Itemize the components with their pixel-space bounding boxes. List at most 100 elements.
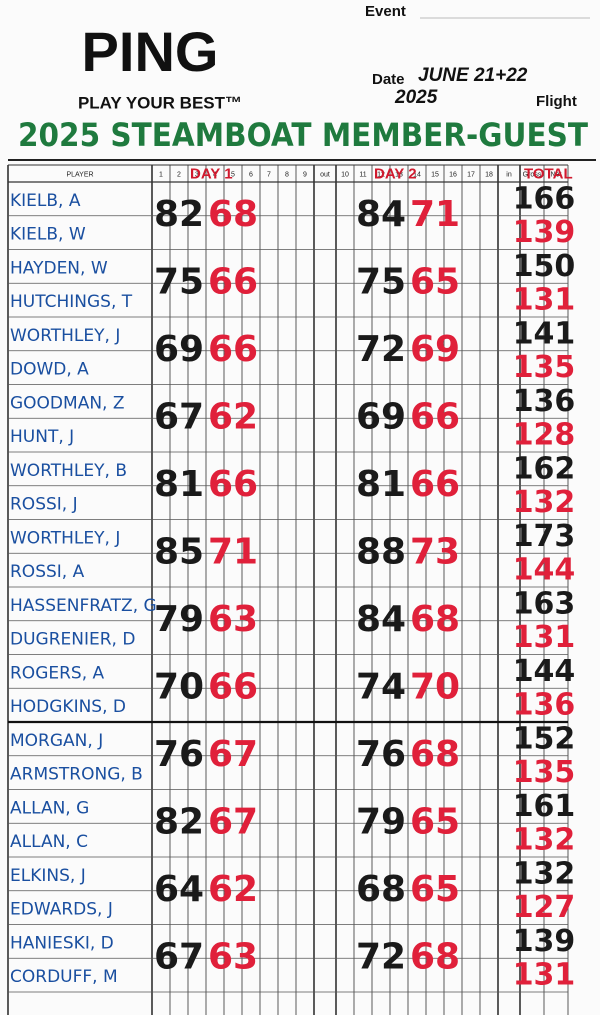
column-header: 2: [177, 171, 181, 178]
total-net: 131: [513, 620, 576, 655]
day1-gross: 64: [154, 869, 204, 910]
day2-gross: 84: [356, 194, 406, 235]
column-header: 4: [213, 171, 217, 178]
column-header: 5: [231, 171, 235, 178]
day1-net: 66: [208, 464, 258, 505]
day1-net: 63: [208, 599, 258, 640]
logo: PING: [82, 20, 219, 83]
day-label: DAY 2: [374, 165, 417, 182]
total-gross: 161: [513, 789, 576, 824]
date-line: JUNE 21+22: [418, 65, 528, 86]
day1-gross: 79: [154, 599, 204, 640]
day1-net: 66: [208, 666, 258, 707]
total-gross: 152: [513, 721, 576, 756]
column-header: 8: [285, 171, 289, 178]
day-label: TOTAL: [524, 165, 573, 182]
day2-gross: 75: [356, 261, 406, 302]
player-name: HASSENFRATZ, G: [10, 596, 157, 616]
total-gross: 166: [513, 181, 576, 216]
total-net: 131: [513, 958, 576, 993]
column-header: 3: [195, 171, 199, 178]
day2-net: 68: [410, 936, 460, 977]
day2-net: 65: [410, 801, 460, 842]
column-header: 18: [485, 171, 493, 178]
column-header: 17: [467, 171, 475, 178]
player-name: WORTHLEY, J: [10, 528, 120, 548]
player-name: DOWD, A: [10, 360, 89, 380]
day2-gross: 69: [356, 396, 406, 437]
player-name: ALLAN, G: [10, 798, 89, 818]
column-header: 6: [249, 171, 253, 178]
day2-net: 65: [410, 261, 460, 302]
player-name: KIELB, W: [10, 225, 86, 245]
day1-gross: 70: [154, 666, 204, 707]
column-header: 7: [267, 171, 271, 178]
player-name: MORGAN, J: [10, 731, 103, 751]
day1-gross: 82: [154, 801, 204, 842]
player-name: ROSSI, J: [10, 495, 78, 515]
day2-gross: 81: [356, 464, 406, 505]
player-name: KIELB, A: [10, 191, 81, 211]
date-line: 2025: [394, 87, 438, 108]
column-header: 15: [431, 171, 439, 178]
day1-net: 62: [208, 869, 258, 910]
day2-net: 65: [410, 869, 460, 910]
day2-gross: 76: [356, 734, 406, 775]
day2-gross: 79: [356, 801, 406, 842]
player-name: ROSSI, A: [10, 562, 85, 582]
column-header: 9: [303, 171, 307, 178]
day1-net: 66: [208, 261, 258, 302]
total-gross: 173: [513, 519, 576, 554]
player-name: HUTCHINGS, T: [10, 292, 133, 312]
total-net: 135: [513, 350, 576, 385]
day1-net: 63: [208, 936, 258, 977]
player-name: HAYDEN, W: [10, 258, 108, 278]
day2-net: 68: [410, 734, 460, 775]
player-name: ROGERS, A: [10, 663, 105, 683]
column-header: Net: [551, 171, 562, 178]
day1-net: 66: [208, 329, 258, 370]
total-gross: 136: [513, 384, 576, 419]
player-name: HODGKINS, D: [10, 697, 126, 717]
column-header: 11: [359, 171, 366, 178]
player-name: HANIESKI, D: [10, 933, 114, 953]
day1-gross: 76: [154, 734, 204, 775]
player-name: WORTHLEY, J: [10, 326, 120, 346]
day1-net: 67: [208, 801, 258, 842]
player-name: ALLAN, C: [10, 832, 88, 852]
tagline: PLAY YOUR BEST™: [78, 93, 242, 112]
title: 2025 STEAMBOAT MEMBER-GUEST: [18, 116, 588, 154]
total-gross: 141: [513, 316, 576, 351]
day1-gross: 81: [154, 464, 204, 505]
total-gross: 163: [513, 586, 576, 621]
day2-gross: 88: [356, 531, 406, 572]
day1-net: 71: [208, 531, 258, 572]
column-header: out: [320, 171, 330, 178]
day-label: DAY 1: [190, 165, 233, 182]
column-header: 14: [413, 171, 421, 178]
column-header: in: [506, 171, 512, 178]
day2-net: 73: [410, 531, 460, 572]
column-header: 10: [341, 171, 349, 178]
total-net: 135: [513, 755, 576, 790]
flight-label: Flight: [536, 93, 577, 110]
cells: PLAYER 1 2 3 4 5 6 7 8 9 out 10 11 12 13 14 15 16 17 18 in Gr…: [10, 165, 575, 992]
day2-gross: 74: [356, 666, 406, 707]
day1-net: 62: [208, 396, 258, 437]
player-name: ELKINS, J: [10, 866, 86, 886]
column-header: PLAYER: [66, 171, 93, 178]
date-label: Date: [372, 71, 405, 88]
total-net: 132: [513, 485, 576, 520]
day2-net: 71: [410, 194, 460, 235]
player-name: HUNT, J: [10, 427, 74, 447]
total-net: 131: [513, 283, 576, 318]
day1-gross: 67: [154, 396, 204, 437]
total-net: 127: [513, 890, 576, 925]
total-gross: 150: [513, 249, 576, 284]
total-net: 128: [513, 418, 576, 453]
column-header: 16: [449, 171, 457, 178]
day1-gross: 85: [154, 531, 204, 572]
day2-net: 69: [410, 329, 460, 370]
